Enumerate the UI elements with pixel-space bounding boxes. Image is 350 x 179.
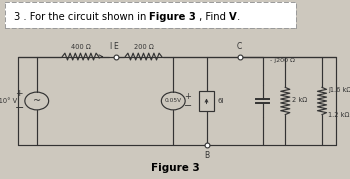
Text: 400 Ω: 400 Ω — [71, 43, 90, 50]
Text: +: + — [184, 92, 191, 101]
Text: j1.6 kΩ: j1.6 kΩ — [328, 87, 350, 93]
Text: 3 . For the circuit shown in: 3 . For the circuit shown in — [14, 12, 149, 22]
Text: 1.2 kΩ: 1.2 kΩ — [328, 112, 350, 118]
Text: ~: ~ — [33, 96, 41, 106]
Text: V: V — [229, 12, 237, 22]
Text: 6I: 6I — [218, 98, 224, 104]
Text: - j200 Ω: - j200 Ω — [270, 58, 295, 63]
Bar — [199, 91, 214, 111]
Text: .: . — [237, 12, 240, 22]
Text: +: + — [15, 89, 23, 98]
Text: I: I — [109, 42, 111, 51]
Text: Figure 3: Figure 3 — [149, 12, 196, 22]
Text: −: − — [15, 103, 24, 113]
Text: Figure 3: Figure 3 — [150, 163, 200, 173]
Text: 200 Ω: 200 Ω — [134, 43, 153, 50]
Text: E: E — [113, 42, 118, 51]
Text: 2 kΩ: 2 kΩ — [292, 97, 307, 103]
Text: −: − — [184, 101, 192, 111]
Text: C: C — [237, 42, 242, 51]
Text: B: B — [204, 151, 209, 160]
Text: 0.05V: 0.05V — [165, 98, 182, 103]
Text: , Find: , Find — [196, 12, 229, 22]
Text: 5−10° V: 5−10° V — [0, 98, 17, 104]
